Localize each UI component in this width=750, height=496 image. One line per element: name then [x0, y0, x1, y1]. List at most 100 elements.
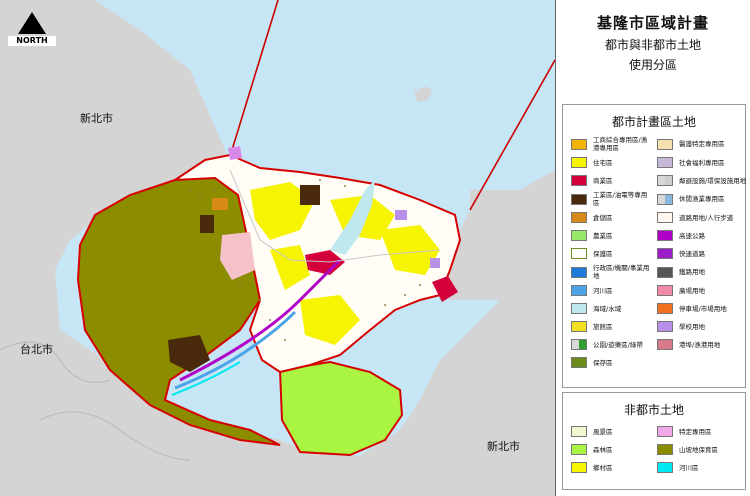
nonurban-legend-item: 鄉村區	[571, 460, 651, 475]
legend-swatch	[571, 157, 587, 168]
commercial-core	[305, 250, 345, 275]
legend-label: 工商綜合專用區/漁港專用區	[593, 136, 648, 152]
urban-legend-item: 學校用地	[657, 319, 747, 334]
legend-label: 旅館區	[593, 322, 613, 331]
legend-swatch	[657, 321, 673, 332]
legend-label: 保存區	[593, 358, 613, 367]
east-neighbor-land	[440, 170, 555, 300]
legend-swatch	[571, 462, 587, 473]
legend-swatch	[571, 339, 587, 350]
legend-swatch	[657, 462, 673, 473]
nonurban-legend-item: 河川區	[657, 460, 747, 475]
coastal-patch	[432, 276, 458, 302]
legend-swatch	[657, 266, 673, 278]
residential-cluster	[250, 182, 315, 240]
urban-legend-item: 倉儲區	[571, 210, 651, 225]
legend-label: 農業區	[593, 231, 613, 240]
legend-swatch	[657, 175, 673, 186]
urban-legend-item: 鄰避設施/環保設施用地	[657, 173, 747, 188]
legend-swatch	[571, 321, 587, 332]
legend-label: 快速道路	[679, 249, 705, 258]
urban-legend-item: 住宅區	[571, 155, 651, 170]
sea-boundary-east	[469, 59, 555, 211]
legend-label: 住宅區	[593, 158, 613, 167]
legend-label: 廣場用地	[679, 286, 705, 295]
urban-legend-item: 公園/遊樂區/綠帶	[571, 337, 651, 352]
legend-label: 河川區	[679, 463, 699, 472]
nonurban-legend-item: 特定專用區	[657, 424, 747, 439]
legend-label: 特定專用區	[679, 427, 712, 436]
legend-urban-box: 都市計畫區土地 工商綜合專用區/漁港專用區 醫護特定專用區 住宅區 社會福利專用區 商業…	[562, 104, 746, 388]
legend-nonurban-box: 非都市土地 風景區 特定專用區 森林區 山坡地保育區 鄉村區 河川區	[562, 392, 746, 490]
urban-legend-item: 商業區	[571, 173, 651, 188]
legend-label: 海域/水域	[593, 304, 622, 313]
legend-panel: 基隆市區域計畫 都市與非都市土地 使用分區 都市計畫區土地 工商綜合專用區/漁港…	[556, 0, 750, 496]
legend-swatch	[657, 138, 673, 150]
place-label-newtaipei-north: 新北市	[80, 112, 113, 125]
legend-swatch	[657, 212, 673, 223]
coastal-patch	[228, 146, 242, 160]
legend-label: 河川區	[593, 286, 613, 295]
urban-legend-item: 廣場用地	[657, 283, 747, 298]
legend-label: 行政區/機關/事業用地	[593, 264, 650, 280]
residential-cluster	[380, 225, 440, 275]
agriculture-zone-south	[278, 360, 404, 457]
legend-label: 港埠/漁港用地	[679, 340, 721, 349]
residential-cluster	[270, 245, 310, 290]
legend-swatch	[571, 193, 587, 205]
legend-swatch	[657, 426, 673, 437]
legend-swatch	[571, 426, 587, 437]
legend-swatch	[571, 212, 587, 223]
neighbor-land	[0, 0, 555, 496]
urban-legend-item: 鐵路用地	[657, 264, 747, 280]
legend-label: 風景區	[593, 427, 613, 436]
urban-legend-item: 農業區	[571, 228, 651, 243]
map-subtitle-1: 都市與非都市土地	[604, 38, 701, 52]
urban-legend-item: 海域/水域	[571, 301, 651, 316]
map-title: 基隆市區域計畫	[596, 14, 709, 32]
urban-legend-item: 高速公路	[657, 228, 747, 243]
urban-legend-item: 行政區/機關/事業用地	[571, 264, 651, 280]
river-line	[0, 341, 111, 384]
legend-label: 工業區/油電等專用區	[593, 191, 648, 207]
map-canvas[interactable]	[0, 0, 555, 496]
urban-legend-item: 快速道路	[657, 246, 747, 261]
warehouse-block	[212, 198, 228, 210]
legend-swatch	[657, 285, 673, 296]
legend-label: 森林區	[593, 445, 613, 454]
legend-swatch	[657, 157, 673, 168]
legend-label: 山坡地保育區	[679, 445, 718, 454]
legend-label: 停車場/市場用地	[679, 304, 727, 313]
legend-swatch	[657, 248, 673, 259]
residential-cluster	[300, 295, 360, 345]
urban-legend-item: 保護區	[571, 246, 651, 261]
legend-label: 高速公路	[679, 231, 705, 240]
legend-label: 休閒漁業專用區	[679, 195, 725, 203]
map-subtitle-2: 使用分區	[628, 58, 677, 72]
legend-urban-heading: 都市計畫區土地	[611, 115, 696, 129]
legend-swatch	[571, 357, 587, 368]
road-line	[229, 169, 441, 263]
legend-label: 商業區	[593, 176, 613, 185]
legend-label: 鐵路用地	[679, 268, 705, 276]
urban-legend-item: 醫護特定專用區	[657, 136, 747, 152]
urban-legend-item: 旅館區	[571, 319, 651, 334]
urban-legend-item: 休閒漁業專用區	[657, 191, 747, 207]
harbor-water	[330, 180, 375, 255]
legend-swatch	[657, 230, 673, 241]
legend-swatch	[571, 444, 587, 455]
legend-swatch	[657, 339, 673, 350]
legend-label: 鄉村區	[593, 463, 613, 472]
river-corridor	[174, 310, 297, 390]
legend-label: 學校用地	[679, 322, 705, 331]
nonurban-legend-item: 森林區	[571, 442, 651, 457]
highway-line	[179, 258, 342, 382]
legend-swatch	[571, 266, 587, 278]
legend-swatch	[657, 193, 673, 205]
map-panel[interactable]: NORTH 新北市 台北市 新北市	[0, 0, 556, 496]
island	[414, 86, 432, 102]
legend-label: 醫護特定專用區	[679, 140, 725, 148]
school-block	[430, 258, 440, 268]
legend-swatch	[571, 285, 587, 296]
industrial-block	[168, 335, 210, 372]
